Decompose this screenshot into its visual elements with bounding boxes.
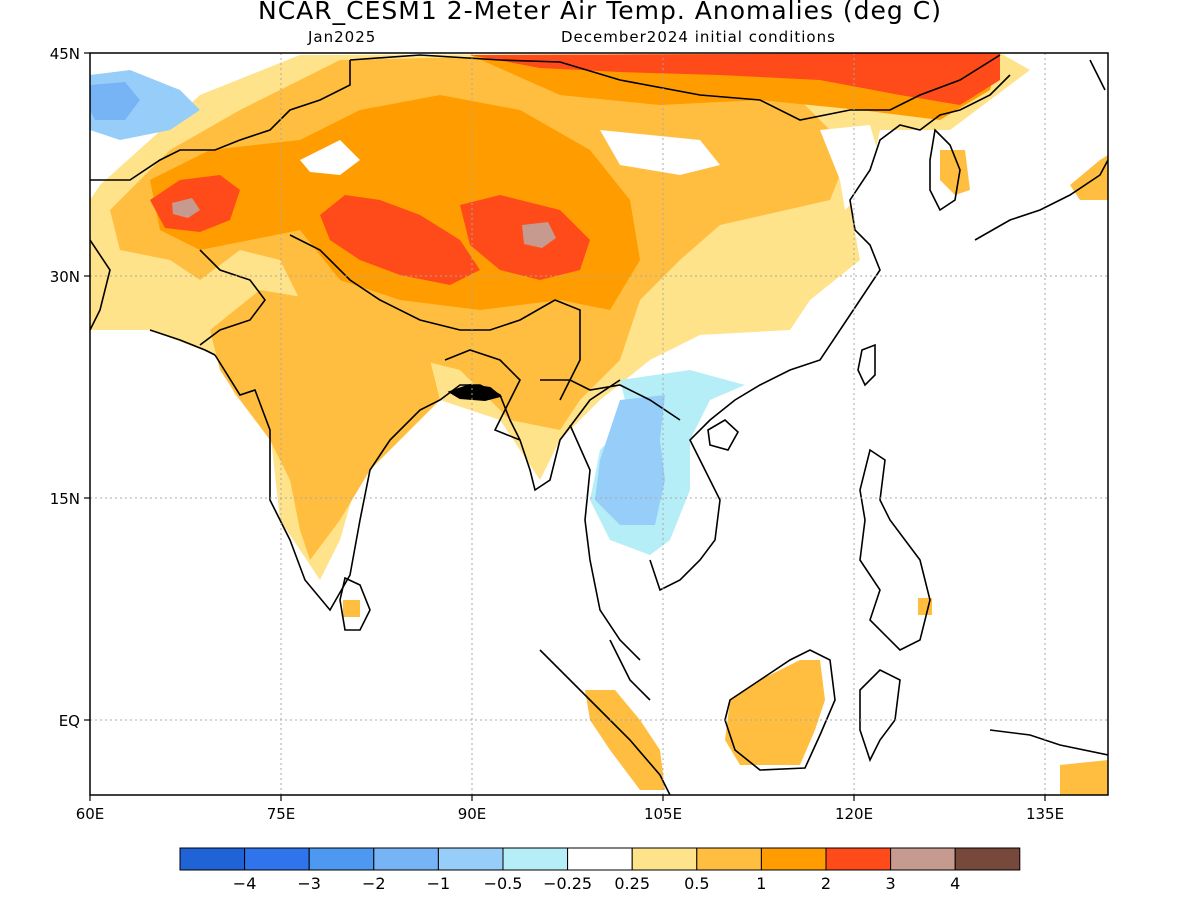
region-newguinea-warm bbox=[1060, 760, 1108, 795]
colorbar-label: 1 bbox=[756, 874, 766, 893]
lat-label-eq: EQ bbox=[59, 712, 80, 730]
border-west-asia bbox=[90, 60, 351, 356]
region-afghanistan-peak bbox=[172, 198, 200, 218]
colorbar-label: −2 bbox=[362, 874, 386, 893]
border-himalaya bbox=[289, 234, 581, 401]
region-korea-warm bbox=[940, 150, 970, 195]
colorbar-label: −1 bbox=[427, 874, 451, 893]
region-neutral-coast bbox=[820, 125, 880, 210]
lon-label-120e: 120E bbox=[835, 805, 873, 823]
region-indochina-cooler bbox=[595, 395, 665, 525]
lat-label-45n: 45N bbox=[50, 45, 80, 63]
lon-label-90e: 90E bbox=[458, 805, 487, 823]
coastline-borneo bbox=[724, 649, 836, 771]
border-bangladesh-myanmar bbox=[444, 349, 681, 441]
coastline-china-east bbox=[839, 74, 1011, 331]
lat-label-30n: 30N bbox=[50, 268, 80, 286]
colorbar: −4 −3 −2 −1 −0.5 −0.25 0.25 0.5 1 2 3 4 bbox=[179, 847, 1021, 893]
region-north-hotspot bbox=[470, 53, 1000, 105]
region-neutral-patch-1 bbox=[300, 140, 360, 175]
colorbar-swatch bbox=[760, 847, 827, 871]
border-pakistan-india bbox=[199, 249, 266, 346]
coastline-korea bbox=[929, 128, 961, 212]
coastline-philippines bbox=[859, 448, 931, 651]
plot-area bbox=[90, 53, 1108, 795]
init-conditions: December2024 initial conditions bbox=[561, 28, 836, 46]
forecast-month: Jan2025 bbox=[308, 28, 377, 46]
colorbar-swatch bbox=[696, 847, 762, 871]
bay-of-bengal-delta bbox=[447, 383, 503, 402]
colorbar-label: −3 bbox=[297, 874, 321, 893]
coastline-hainan bbox=[707, 419, 740, 451]
colorbar-swatch bbox=[502, 847, 569, 871]
colorbar-swatch bbox=[179, 847, 246, 871]
lon-label-60e: 60E bbox=[76, 805, 105, 823]
region-west-cool-inner bbox=[90, 82, 140, 120]
colorbar-swatch bbox=[437, 847, 504, 871]
map-title: NCAR_CESM1 2-Meter Air Temp. Anomalies (… bbox=[258, 0, 942, 25]
coastline-india bbox=[214, 354, 621, 612]
coastline-indochina bbox=[569, 329, 841, 661]
colorbar-label: −4 bbox=[233, 874, 257, 893]
colorbar-swatch bbox=[890, 847, 956, 871]
colorbar-swatch bbox=[308, 847, 375, 871]
colorbar-label: −0.25 bbox=[543, 874, 592, 893]
border-mongolia bbox=[349, 54, 1001, 121]
colorbar-swatch bbox=[373, 847, 439, 871]
coastline-sumatra bbox=[539, 639, 671, 795]
coastlines bbox=[90, 54, 1108, 795]
region-india-orange bbox=[210, 290, 440, 560]
colorbar-swatch bbox=[954, 847, 1021, 871]
colorbar-label: 0.25 bbox=[614, 874, 650, 893]
tick-marks bbox=[84, 52, 1046, 801]
coastline-sulawesi bbox=[859, 669, 901, 763]
colorbar-label: 3 bbox=[886, 874, 896, 893]
region-borneo-warm bbox=[725, 660, 825, 765]
region-philippines-warm bbox=[918, 598, 932, 615]
colorbar-swatch bbox=[244, 847, 310, 871]
lon-label-105e: 105E bbox=[644, 805, 682, 823]
region-sri-lanka-warm bbox=[343, 600, 360, 617]
colorbar-swatch bbox=[567, 847, 633, 871]
plot-frame bbox=[89, 52, 1109, 796]
colorbar-swatch bbox=[631, 847, 698, 871]
colorbar-label: 0.5 bbox=[684, 874, 709, 893]
coastline-sri-lanka bbox=[339, 576, 371, 631]
colorbar-label: 4 bbox=[950, 874, 960, 893]
lon-label-75e: 75E bbox=[267, 805, 296, 823]
coastline-taiwan bbox=[857, 343, 876, 387]
colorbar-label: 2 bbox=[821, 874, 831, 893]
region-tibet-peak bbox=[522, 222, 556, 248]
coastline-japan bbox=[974, 59, 1108, 241]
region-tibet-hotspot-west bbox=[320, 195, 480, 285]
lon-label-135e: 135E bbox=[1026, 805, 1064, 823]
colorbar-swatch bbox=[825, 847, 892, 871]
graticule bbox=[90, 53, 1108, 795]
colorbar-label: −0.5 bbox=[484, 874, 523, 893]
lat-label-15n: 15N bbox=[50, 490, 80, 508]
region-neutral-patch-2 bbox=[600, 130, 720, 175]
